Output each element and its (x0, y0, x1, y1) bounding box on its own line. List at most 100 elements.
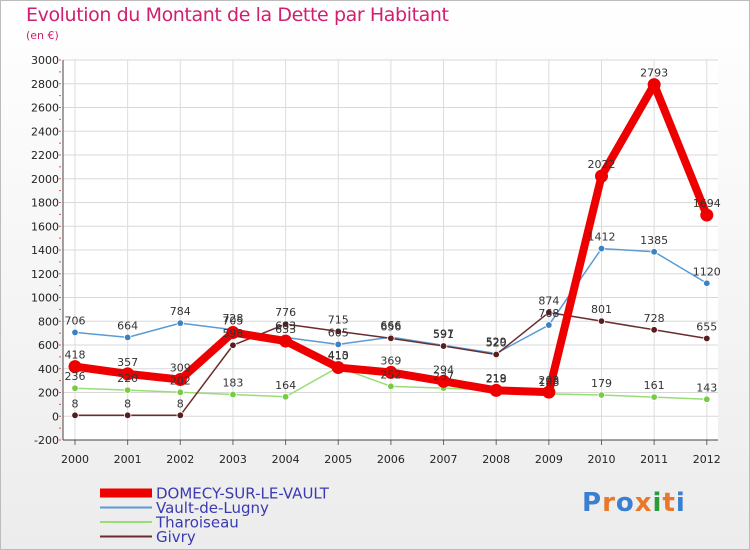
x-tick-label: 2002 (166, 453, 194, 466)
data-point (595, 169, 608, 183)
y-tick-label: 1000 (31, 292, 59, 305)
data-label: 706 (65, 314, 86, 327)
data-label: 1694 (693, 197, 721, 210)
label-layer: 706 664 784 728 663 605 666 597 529 768 1412 1385 11… (65, 67, 721, 411)
data-label: 413 (328, 349, 349, 362)
data-label: 728 (644, 312, 665, 325)
logo-letter: o (615, 488, 635, 518)
legend-label: Givry (156, 528, 196, 546)
data-point (331, 361, 345, 375)
data-label: 161 (644, 379, 665, 392)
data-point (173, 373, 187, 387)
data-label: 8 (124, 397, 131, 410)
data-label: 418 (65, 349, 86, 362)
y-tick-label: 1400 (31, 244, 59, 257)
data-label: 776 (275, 306, 296, 319)
y-tick-label: 200 (38, 387, 59, 400)
logo-letter: t (662, 488, 676, 518)
data-label: 203 (538, 374, 559, 387)
data-label: 705 (222, 315, 243, 328)
data-point (492, 350, 500, 359)
data-point (71, 384, 79, 392)
data-label: 369 (380, 354, 401, 367)
data-point (71, 328, 79, 337)
data-point (650, 248, 658, 256)
data-point (176, 388, 184, 396)
data-label: 164 (275, 379, 296, 392)
x-tick-label: 2011 (640, 453, 668, 466)
data-label: 357 (117, 356, 138, 369)
logo-letter: i (652, 488, 663, 518)
data-label: 183 (222, 377, 243, 390)
data-point (545, 321, 553, 329)
data-point (226, 326, 240, 340)
data-label: 252 (380, 368, 401, 381)
y-tick-label: 2400 (31, 125, 59, 138)
x-tick-label: 2005 (324, 453, 352, 466)
data-point (703, 334, 711, 343)
data-point (384, 365, 398, 379)
data-point (489, 383, 503, 397)
data-point (597, 244, 606, 253)
data-point (176, 411, 184, 419)
data-label: 294 (433, 363, 454, 376)
data-label: 188 (538, 376, 559, 389)
data-label: 666 (380, 319, 401, 332)
legend-label: DOMECY-SUR-LE-VAULT (156, 485, 330, 503)
logo-letter: r (602, 488, 616, 518)
data-label: 1412 (588, 231, 616, 244)
data-point (650, 326, 658, 334)
data-label: 8 (72, 397, 79, 410)
series-givry (71, 308, 711, 419)
data-label: 220 (117, 372, 138, 385)
series-domecy-sur-le-vault (68, 78, 714, 399)
data-label: 768 (538, 307, 559, 320)
data-label: 728 (222, 312, 243, 325)
x-tick-label: 2003 (219, 453, 247, 466)
data-label: 218 (486, 372, 507, 385)
data-label: 663 (275, 320, 296, 333)
data-label: 202 (170, 374, 191, 387)
data-label: 410 (328, 350, 349, 363)
data-point (281, 320, 290, 328)
data-point (281, 393, 290, 401)
data-label: 605 (328, 326, 349, 339)
series-tharoiseau (71, 363, 711, 403)
data-label: 591 (433, 328, 454, 341)
y-tick-label: 1800 (31, 197, 59, 210)
data-label: 2022 (588, 158, 616, 171)
data-label: 655 (696, 320, 717, 333)
data-label: 143 (696, 381, 717, 394)
data-point (176, 319, 184, 327)
x-tick-label: 2007 (430, 453, 458, 466)
data-label: 219 (486, 372, 507, 385)
data-label: 598 (222, 327, 243, 340)
x-tick-label: 2000 (61, 453, 89, 466)
data-label: 1385 (640, 234, 668, 247)
y-tick-label: 2600 (31, 102, 59, 115)
y-tick-label: 2200 (31, 149, 59, 162)
legend: DOMECY-SUR-LE-VAULTVault-de-LugnyTharois… (100, 485, 330, 546)
logo-letter: P (582, 488, 603, 518)
data-point (121, 367, 135, 381)
logo-letter: x (634, 488, 653, 518)
y-tick-label: 800 (38, 315, 59, 328)
x-tick-label: 2001 (114, 453, 142, 466)
y-tick-label: 0 (52, 410, 59, 423)
y-tick-label: 2800 (31, 78, 59, 91)
y-tick-label: 1200 (31, 268, 59, 281)
data-label: 874 (538, 294, 559, 307)
y-tick-label: 2000 (31, 173, 59, 186)
data-point (597, 317, 606, 325)
data-point (334, 340, 342, 349)
y-tick-label: 400 (38, 363, 59, 376)
data-point (439, 342, 448, 350)
data-label: 8 (177, 397, 184, 410)
chart-title: Evolution du Montant de la Dette par Hab… (26, 4, 449, 26)
x-tick-label: 2006 (377, 453, 405, 466)
data-point (437, 374, 451, 388)
data-point (123, 333, 132, 342)
data-label: 237 (433, 370, 454, 383)
data-label: 520 (486, 337, 507, 350)
